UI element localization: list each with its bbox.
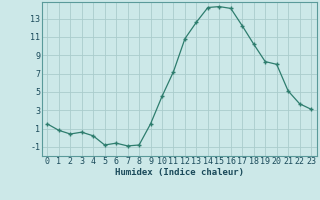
X-axis label: Humidex (Indice chaleur): Humidex (Indice chaleur): [115, 168, 244, 177]
